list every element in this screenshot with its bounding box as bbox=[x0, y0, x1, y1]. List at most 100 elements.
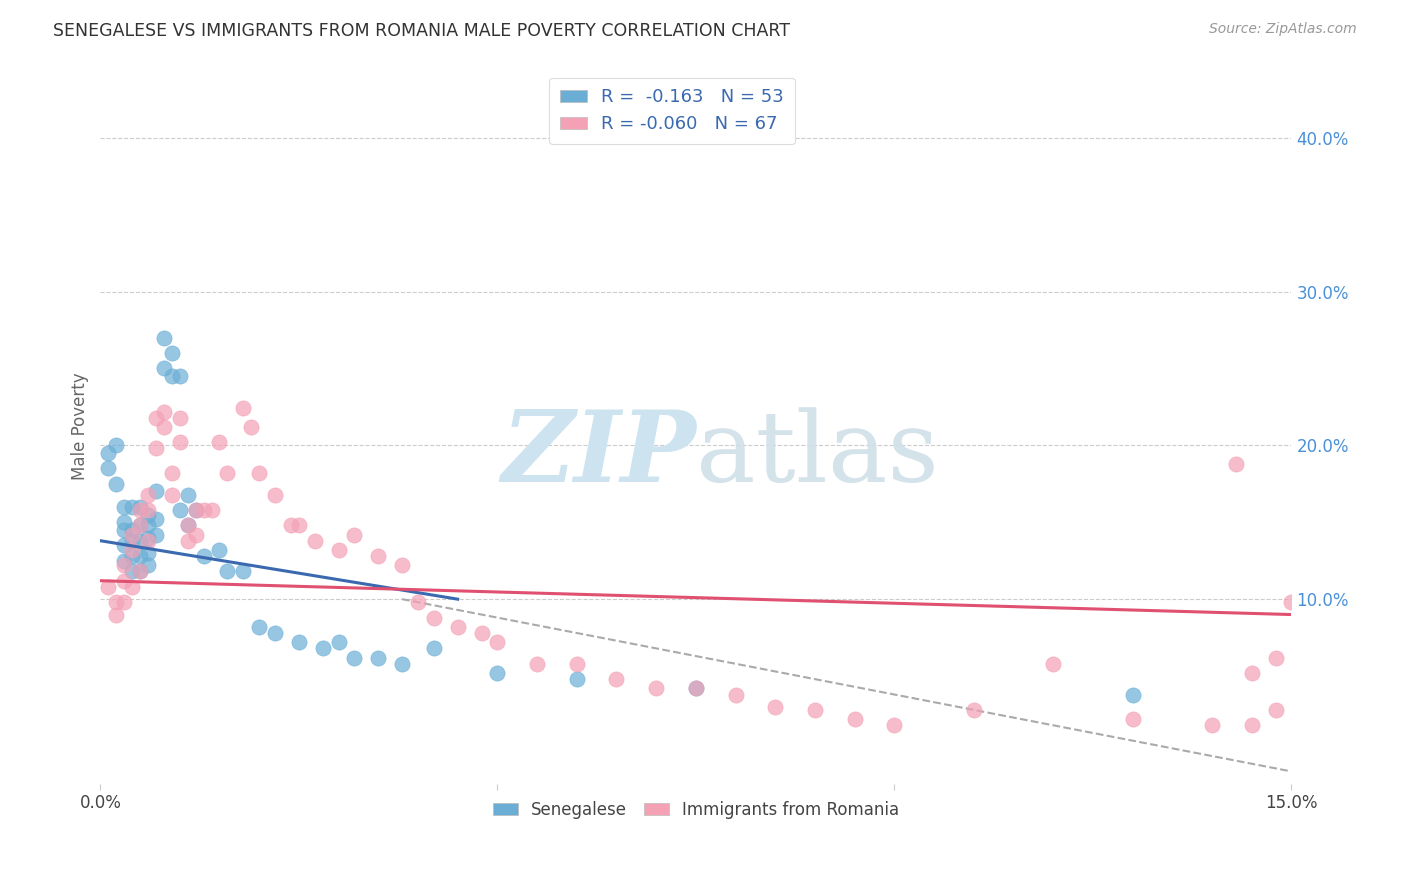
Point bbox=[153, 420, 176, 434]
Point bbox=[112, 595, 135, 609]
Point bbox=[136, 487, 159, 501]
Legend: Senegalese, Immigrants from Romania: Senegalese, Immigrants from Romania bbox=[486, 794, 905, 825]
Point bbox=[153, 404, 176, 418]
Point bbox=[176, 518, 198, 533]
Point bbox=[1281, 595, 1303, 609]
Point bbox=[112, 554, 135, 568]
Point bbox=[486, 665, 509, 680]
Point bbox=[153, 361, 176, 376]
Point bbox=[685, 681, 707, 696]
Point bbox=[208, 543, 231, 558]
Point bbox=[526, 657, 548, 671]
Point bbox=[112, 500, 135, 514]
Point bbox=[121, 543, 143, 558]
Point bbox=[145, 442, 167, 456]
Point bbox=[184, 503, 207, 517]
Point bbox=[169, 369, 191, 384]
Point bbox=[112, 515, 135, 529]
Point bbox=[1042, 657, 1064, 671]
Point bbox=[367, 650, 389, 665]
Point bbox=[844, 712, 866, 726]
Point bbox=[136, 531, 159, 545]
Point bbox=[232, 565, 254, 579]
Point bbox=[423, 641, 446, 656]
Point bbox=[121, 500, 143, 514]
Point bbox=[328, 635, 350, 649]
Point bbox=[97, 446, 120, 460]
Point bbox=[112, 558, 135, 573]
Point bbox=[1122, 712, 1144, 726]
Point bbox=[724, 688, 747, 702]
Point bbox=[176, 518, 198, 533]
Point bbox=[97, 580, 120, 594]
Point bbox=[97, 461, 120, 475]
Point bbox=[160, 369, 183, 384]
Point bbox=[145, 527, 167, 541]
Point bbox=[685, 681, 707, 696]
Point bbox=[160, 346, 183, 360]
Point bbox=[312, 641, 335, 656]
Point bbox=[176, 533, 198, 548]
Point bbox=[129, 565, 152, 579]
Point bbox=[136, 518, 159, 533]
Point bbox=[1264, 703, 1286, 717]
Point bbox=[184, 527, 207, 541]
Point bbox=[328, 543, 350, 558]
Point bbox=[129, 565, 152, 579]
Point bbox=[105, 607, 128, 622]
Point bbox=[1240, 718, 1263, 732]
Point bbox=[121, 523, 143, 537]
Point bbox=[304, 533, 326, 548]
Point bbox=[247, 620, 270, 634]
Point bbox=[232, 401, 254, 416]
Point bbox=[105, 476, 128, 491]
Point bbox=[121, 549, 143, 563]
Point bbox=[804, 703, 827, 717]
Point bbox=[217, 565, 239, 579]
Point bbox=[129, 518, 152, 533]
Text: SENEGALESE VS IMMIGRANTS FROM ROMANIA MALE POVERTY CORRELATION CHART: SENEGALESE VS IMMIGRANTS FROM ROMANIA MA… bbox=[53, 22, 790, 40]
Point bbox=[121, 533, 143, 548]
Point bbox=[240, 420, 263, 434]
Point bbox=[129, 549, 152, 563]
Point bbox=[129, 503, 152, 517]
Point bbox=[1122, 688, 1144, 702]
Point bbox=[105, 595, 128, 609]
Text: atlas: atlas bbox=[696, 407, 939, 502]
Text: Source: ZipAtlas.com: Source: ZipAtlas.com bbox=[1209, 22, 1357, 37]
Point bbox=[136, 503, 159, 517]
Point bbox=[470, 626, 492, 640]
Point bbox=[208, 435, 231, 450]
Point bbox=[605, 672, 627, 686]
Point bbox=[343, 650, 366, 665]
Point bbox=[145, 410, 167, 425]
Point bbox=[169, 410, 191, 425]
Point bbox=[763, 699, 786, 714]
Point bbox=[406, 595, 429, 609]
Point bbox=[184, 503, 207, 517]
Point bbox=[121, 527, 143, 541]
Point bbox=[264, 626, 287, 640]
Point bbox=[1264, 650, 1286, 665]
Point bbox=[129, 500, 152, 514]
Point bbox=[343, 527, 366, 541]
Point bbox=[136, 546, 159, 560]
Point bbox=[280, 518, 302, 533]
Point bbox=[367, 549, 389, 563]
Point bbox=[1201, 718, 1223, 732]
Point bbox=[169, 503, 191, 517]
Text: ZIP: ZIP bbox=[501, 407, 696, 503]
Point bbox=[963, 703, 986, 717]
Point bbox=[121, 580, 143, 594]
Point bbox=[121, 565, 143, 579]
Point bbox=[883, 718, 905, 732]
Point bbox=[217, 466, 239, 480]
Point bbox=[447, 620, 470, 634]
Point bbox=[176, 487, 198, 501]
Point bbox=[112, 523, 135, 537]
Point bbox=[160, 466, 183, 480]
Point bbox=[105, 438, 128, 452]
Point bbox=[153, 331, 176, 345]
Point bbox=[247, 466, 270, 480]
Point bbox=[129, 518, 152, 533]
